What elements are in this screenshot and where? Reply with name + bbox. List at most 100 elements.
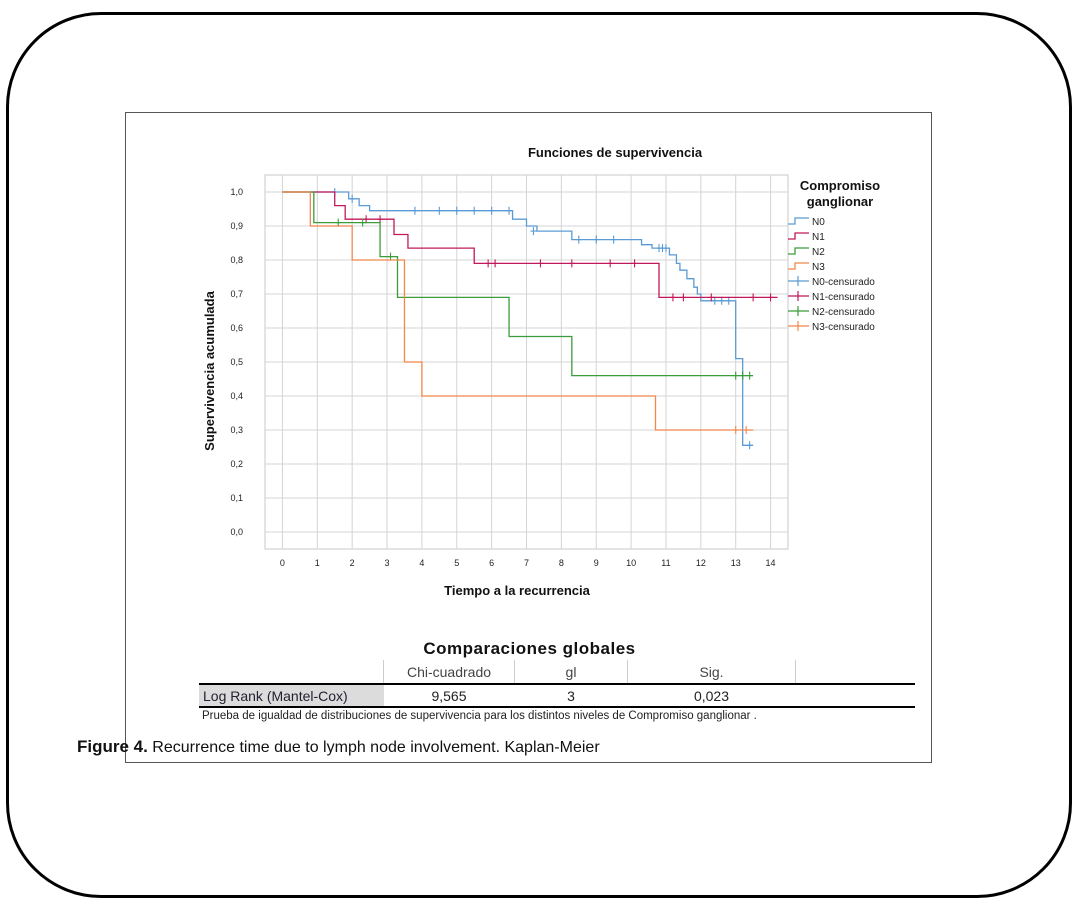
censor-mark-n0	[436, 206, 443, 215]
y-tick-label: 0,1	[230, 493, 243, 503]
legend-label-n1-censurado: N1-censurado	[812, 292, 875, 303]
stats-header-row: Chi-cuadrado gl Sig.	[199, 660, 915, 685]
x-axis-label: Tiempo a la recurrencia	[444, 583, 590, 598]
x-tick-label: 1	[315, 558, 320, 568]
legend-title-line2: ganglionar	[807, 194, 873, 209]
km-chart: 0,00,10,20,30,40,50,60,70,80,91,00 1 2 3 4 5 6…	[202, 145, 880, 598]
x-tick-label: 10	[626, 558, 636, 568]
value-gl: 3	[514, 684, 628, 708]
caption-text: Recurrence time due to lymph node involv…	[147, 739, 600, 756]
header-gl: gl	[514, 660, 628, 685]
legend-line-n3	[788, 262, 809, 270]
censor-mark-n2	[746, 371, 753, 380]
legend-label-n2: N2	[812, 247, 825, 258]
legend-label-n3: N3	[812, 262, 825, 273]
censor-mark-n3	[732, 426, 739, 434]
row-label: Log Rank (Mantel-Cox)	[199, 684, 384, 708]
censor-mark-n0	[506, 206, 513, 215]
censor-mark-n0	[718, 296, 725, 305]
censor-mark-n1	[568, 259, 575, 268]
value-empty	[795, 684, 915, 708]
km-line-n3	[282, 191, 754, 431]
legend-label-n2-censurado: N2-censurado	[812, 307, 875, 318]
x-tick-label: 0	[280, 558, 285, 568]
value-chi: 9,565	[383, 684, 515, 708]
censor-mark-n0	[488, 206, 495, 215]
y-tick-label: 0,5	[230, 357, 243, 367]
censor-mark-n1	[767, 293, 774, 302]
legend-line-n2	[788, 247, 809, 255]
censor-mark-n1	[537, 259, 544, 268]
x-tick-label: 3	[385, 558, 390, 568]
censor-mark-n0	[575, 235, 582, 244]
x-tick-label: 7	[524, 558, 529, 568]
censor-mark-n1	[377, 215, 384, 224]
tick-labels: 0,00,10,20,30,40,50,60,70,80,91,00 1 2 3 4 5 6…	[230, 187, 775, 568]
legend-line-n1	[788, 232, 809, 240]
legend-label-n1: N1	[812, 232, 825, 243]
censor-mark-n1	[363, 215, 370, 224]
stats-row-logrank: Log Rank (Mantel-Cox) 9,565 3 0,023	[199, 684, 915, 708]
y-tick-label: 0,8	[230, 255, 243, 265]
y-tick-label: 0,7	[230, 289, 243, 299]
y-tick-label: 0,4	[230, 391, 243, 401]
figure-caption: Figure 4. Recurrence time due to lymph n…	[77, 737, 600, 757]
x-tick-label: 2	[350, 558, 355, 568]
censor-mark-n0	[610, 235, 617, 244]
censor-mark-n1	[485, 259, 492, 268]
chart-title: Funciones de supervivencia	[528, 145, 703, 160]
legend-marker-n1-censurado	[788, 291, 809, 301]
censor-mark-n0	[725, 296, 732, 305]
legend-label-n0-censurado: N0-censurado	[812, 277, 875, 288]
legend: N0 N1 N2 N3 N0-censurado N1-censurado N2-censu…	[788, 217, 875, 333]
x-tick-label: 11	[661, 558, 670, 568]
censor-mark-n0	[349, 194, 356, 203]
censor-mark-n0	[711, 296, 718, 305]
stats-note: Prueba de igualdad de distribuciones de …	[202, 710, 757, 722]
y-tick-label: 1,0	[230, 187, 243, 197]
y-axis-label: Supervivencia acumulada	[202, 290, 217, 450]
censor-mark-n2	[335, 218, 342, 227]
censor-mark-n2	[387, 252, 394, 261]
legend-marker-n3-censurado	[788, 321, 809, 331]
y-tick-label: 0,6	[230, 323, 243, 333]
censor-mark-n2	[739, 371, 746, 380]
x-tick-label: 13	[731, 558, 741, 568]
figure-frame	[6, 12, 1072, 898]
header-sig: Sig.	[627, 660, 796, 685]
censor-mark-n0	[662, 244, 669, 253]
x-tick-label: 12	[696, 558, 706, 568]
y-tick-label: 0,2	[230, 459, 243, 469]
y-tick-label: 0,0	[230, 527, 243, 537]
grid-lines	[264, 174, 789, 550]
x-tick-label: 8	[559, 558, 564, 568]
censor-mark-n0	[411, 206, 418, 215]
censor-mark-n1	[669, 293, 676, 302]
legend-label-n0: N0	[812, 217, 825, 228]
censor-mark-n2	[359, 218, 366, 227]
figure-panel: 0,0 0,1 0,2 0,3 0,4 0,5 0,6 0,7 0,8 0,9 1,0 0 1 2 3 4 5 6…	[125, 112, 932, 763]
x-tick-label: 14	[766, 558, 776, 568]
censor-mark-n1	[708, 293, 715, 302]
stats-title: Comparaciones globales	[423, 639, 636, 658]
censor-mark-n0	[593, 235, 600, 244]
x-tick-label: 4	[419, 558, 424, 568]
x-tick-label: 6	[489, 558, 494, 568]
censor-mark-n0	[746, 441, 753, 450]
header-empty	[795, 660, 915, 685]
km-line-n1	[282, 191, 778, 299]
km-line-n2	[282, 191, 754, 377]
censor-mark-n3	[743, 426, 750, 434]
censor-mark-n1	[750, 293, 757, 302]
censor-mark-n0	[471, 206, 478, 215]
censor-mark-n1	[631, 259, 638, 268]
value-sig: 0,023	[627, 684, 796, 708]
legend-label-n3-censurado: N3-censurado	[812, 322, 875, 333]
censor-mark-n1	[607, 259, 614, 268]
caption-label: Figure 4.	[77, 737, 148, 756]
censor-mark-n0	[453, 206, 460, 215]
censor-mark-n0	[530, 227, 537, 236]
censor-mark-n1	[492, 259, 499, 268]
legend-title-line1: Compromiso	[800, 178, 880, 193]
series-layer	[282, 188, 778, 450]
